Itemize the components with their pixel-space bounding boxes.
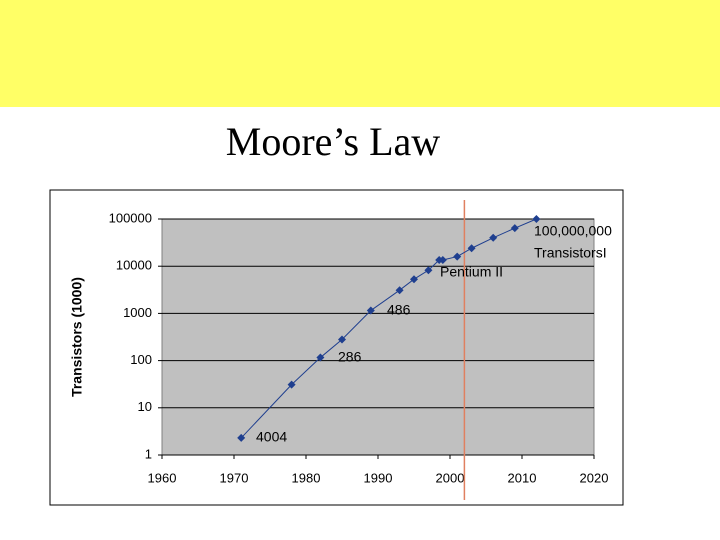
y-tick-label: 1000 bbox=[123, 305, 152, 320]
header-band bbox=[0, 0, 720, 107]
data-point bbox=[410, 275, 418, 284]
y-tick-label: 1 bbox=[145, 446, 152, 461]
data-point bbox=[467, 244, 476, 253]
data-point bbox=[510, 224, 519, 233]
annotation: 4004 bbox=[256, 429, 287, 445]
data-point bbox=[532, 215, 541, 223]
data-point bbox=[338, 335, 346, 344]
y-tick-label: 10 bbox=[138, 399, 152, 414]
annotation: 286 bbox=[338, 349, 362, 365]
annotation: 100,000,000 bbox=[534, 223, 612, 239]
data-point bbox=[453, 252, 462, 261]
y-tick-label: 100000 bbox=[109, 210, 152, 225]
data-point bbox=[489, 233, 498, 242]
y-tick-label: 100 bbox=[130, 352, 152, 367]
data-point bbox=[366, 306, 375, 315]
data-point bbox=[438, 256, 447, 265]
data-point bbox=[395, 286, 404, 295]
annotation: 486 bbox=[387, 302, 411, 318]
y-tick-label: 10000 bbox=[116, 258, 152, 273]
x-tick-label: 2020 bbox=[580, 470, 609, 485]
annotation: Pentium II bbox=[440, 264, 503, 280]
x-tick-label: 1970 bbox=[220, 470, 249, 485]
plot-area bbox=[161, 218, 595, 456]
x-tick-label: 1980 bbox=[292, 470, 321, 485]
data-point bbox=[424, 266, 433, 275]
annotation: TransistorsI bbox=[534, 245, 607, 261]
x-tick-label: 1960 bbox=[148, 470, 177, 485]
chart: 1 10 100 1000 10000 100000 1960 1970 1980 1990 200… bbox=[69, 200, 612, 500]
slide-title: Moore’s Law bbox=[226, 119, 441, 164]
data-point bbox=[237, 433, 246, 442]
x-tick-label: 2010 bbox=[508, 470, 537, 485]
x-tick-label: 1990 bbox=[364, 470, 393, 485]
data-point bbox=[316, 353, 325, 362]
y-axis-label: Transistors (1000) bbox=[69, 277, 85, 397]
data-point bbox=[287, 380, 296, 389]
x-tick-label: 2000 bbox=[436, 470, 465, 485]
